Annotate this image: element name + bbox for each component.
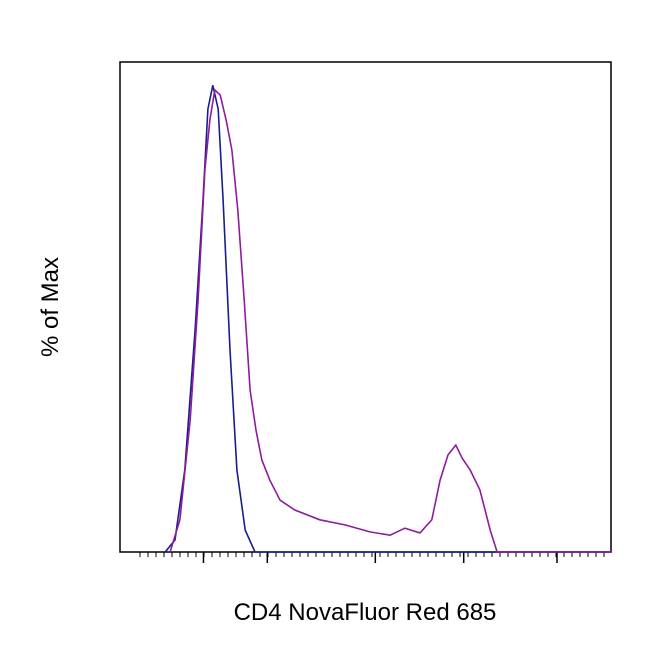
plot-frame xyxy=(119,61,612,553)
x-axis-label: CD4 NovaFluor Red 685 xyxy=(234,599,497,626)
histogram-line xyxy=(164,85,611,553)
y-axis-label: % of Max xyxy=(37,257,64,357)
histogram-line xyxy=(169,88,611,553)
